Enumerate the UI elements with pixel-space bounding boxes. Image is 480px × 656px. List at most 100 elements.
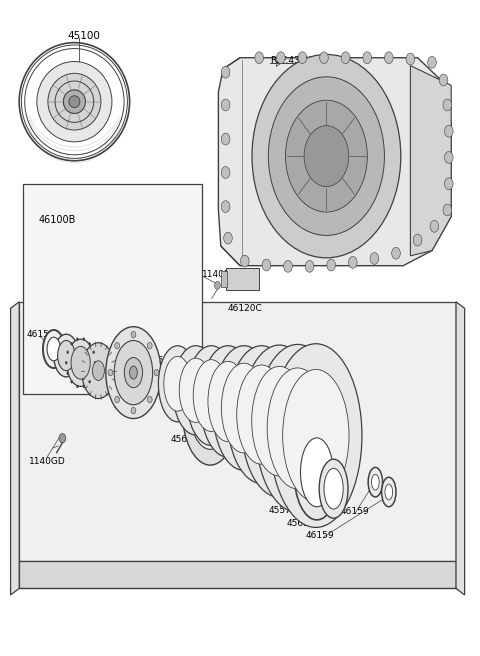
Circle shape bbox=[370, 253, 379, 264]
Text: 45577A: 45577A bbox=[269, 506, 303, 515]
Text: 45527A: 45527A bbox=[201, 384, 235, 394]
Ellipse shape bbox=[37, 62, 112, 142]
Ellipse shape bbox=[372, 474, 379, 490]
Circle shape bbox=[224, 232, 232, 244]
Ellipse shape bbox=[182, 352, 239, 465]
Ellipse shape bbox=[69, 96, 80, 108]
Circle shape bbox=[88, 342, 91, 346]
Circle shape bbox=[94, 361, 96, 364]
Ellipse shape bbox=[237, 365, 287, 464]
Circle shape bbox=[348, 256, 357, 268]
Circle shape bbox=[131, 331, 136, 338]
Ellipse shape bbox=[283, 369, 349, 502]
Circle shape bbox=[147, 342, 152, 349]
Ellipse shape bbox=[130, 366, 137, 379]
Ellipse shape bbox=[58, 340, 75, 371]
Ellipse shape bbox=[92, 361, 104, 380]
Ellipse shape bbox=[252, 366, 307, 476]
Circle shape bbox=[406, 53, 415, 65]
Ellipse shape bbox=[71, 346, 90, 379]
Text: 11405B: 11405B bbox=[202, 270, 236, 279]
Circle shape bbox=[66, 372, 69, 375]
Text: REF.43-452A: REF.43-452A bbox=[270, 56, 326, 65]
Ellipse shape bbox=[300, 438, 333, 506]
Ellipse shape bbox=[319, 459, 348, 518]
Ellipse shape bbox=[47, 337, 60, 361]
Text: 46159: 46159 bbox=[341, 507, 370, 516]
Circle shape bbox=[276, 52, 285, 64]
Ellipse shape bbox=[270, 344, 362, 527]
Ellipse shape bbox=[267, 368, 328, 489]
Polygon shape bbox=[19, 302, 456, 561]
Ellipse shape bbox=[241, 345, 318, 497]
Polygon shape bbox=[410, 66, 451, 256]
Circle shape bbox=[305, 260, 314, 272]
Circle shape bbox=[93, 350, 95, 354]
Circle shape bbox=[83, 385, 85, 388]
Circle shape bbox=[298, 52, 307, 64]
Circle shape bbox=[413, 234, 422, 246]
Circle shape bbox=[363, 52, 372, 64]
Circle shape bbox=[284, 260, 292, 272]
Ellipse shape bbox=[63, 90, 85, 113]
Circle shape bbox=[221, 133, 230, 145]
Ellipse shape bbox=[124, 358, 143, 388]
Ellipse shape bbox=[294, 425, 340, 520]
Text: 46155: 46155 bbox=[153, 356, 181, 365]
Text: 45100: 45100 bbox=[67, 31, 100, 41]
Ellipse shape bbox=[106, 327, 161, 419]
Circle shape bbox=[443, 204, 452, 216]
Circle shape bbox=[108, 369, 113, 376]
Ellipse shape bbox=[304, 126, 348, 187]
Circle shape bbox=[88, 380, 91, 383]
Bar bbox=[23, 184, 202, 394]
Text: 46131: 46131 bbox=[42, 342, 71, 351]
Text: 45643C: 45643C bbox=[170, 435, 205, 444]
Circle shape bbox=[384, 52, 393, 64]
Circle shape bbox=[131, 407, 136, 414]
Ellipse shape bbox=[193, 359, 229, 432]
Circle shape bbox=[215, 281, 220, 289]
Text: 45681: 45681 bbox=[266, 415, 295, 424]
Ellipse shape bbox=[114, 340, 153, 405]
Ellipse shape bbox=[67, 339, 95, 386]
Ellipse shape bbox=[368, 467, 383, 497]
Text: 46158: 46158 bbox=[26, 330, 55, 339]
Ellipse shape bbox=[190, 368, 231, 449]
Circle shape bbox=[221, 167, 230, 178]
Circle shape bbox=[76, 337, 79, 340]
Text: 46159: 46159 bbox=[305, 531, 334, 541]
Circle shape bbox=[154, 369, 159, 376]
Ellipse shape bbox=[55, 81, 94, 122]
Circle shape bbox=[93, 372, 95, 375]
Text: 45247A: 45247A bbox=[57, 355, 91, 364]
Ellipse shape bbox=[54, 334, 79, 377]
Circle shape bbox=[320, 52, 328, 64]
Ellipse shape bbox=[227, 346, 296, 483]
Circle shape bbox=[221, 201, 230, 213]
Ellipse shape bbox=[252, 54, 401, 258]
Circle shape bbox=[71, 380, 73, 383]
Ellipse shape bbox=[324, 468, 343, 509]
Ellipse shape bbox=[48, 73, 101, 130]
Text: 1140GD: 1140GD bbox=[29, 457, 66, 466]
Circle shape bbox=[255, 52, 264, 64]
Bar bbox=[221, 271, 227, 287]
Polygon shape bbox=[19, 561, 456, 588]
Text: 46120C: 46120C bbox=[228, 304, 263, 313]
Circle shape bbox=[327, 259, 336, 271]
Ellipse shape bbox=[208, 361, 248, 441]
Ellipse shape bbox=[213, 346, 275, 470]
Circle shape bbox=[439, 74, 448, 86]
Circle shape bbox=[444, 152, 453, 163]
Circle shape bbox=[71, 342, 73, 346]
Ellipse shape bbox=[382, 478, 396, 506]
Polygon shape bbox=[11, 302, 19, 595]
Circle shape bbox=[221, 66, 230, 78]
Circle shape bbox=[221, 99, 230, 111]
Polygon shape bbox=[218, 58, 451, 266]
Circle shape bbox=[430, 220, 439, 232]
Circle shape bbox=[444, 125, 453, 137]
Ellipse shape bbox=[255, 344, 340, 512]
Polygon shape bbox=[456, 302, 465, 595]
